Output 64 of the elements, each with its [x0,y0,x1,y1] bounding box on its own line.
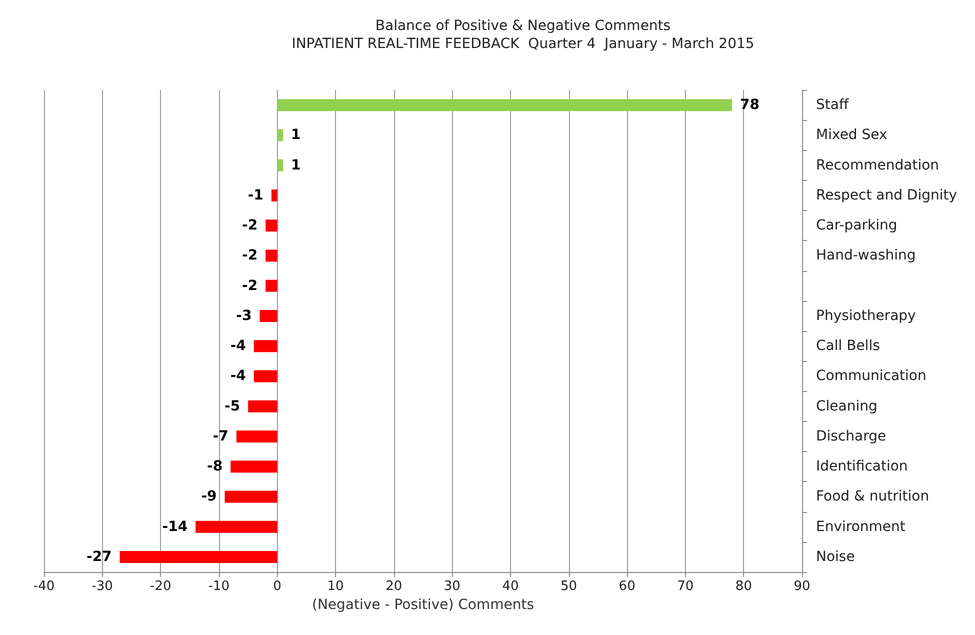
y-tick-label: Environment [816,518,906,535]
bar [254,340,278,352]
bar [248,400,278,412]
data-label: -14 [162,518,188,535]
data-label: -5 [224,398,240,414]
bar [277,129,284,142]
data-label: 78 [740,97,760,114]
x-tick-label: 30 [444,579,460,594]
bar [120,550,278,563]
x-tick-label: -40 [33,579,55,594]
x-tick-label: 70 [677,579,694,594]
bar [271,189,278,202]
y-tick-label: Cleaning [816,398,878,414]
y-tick-label: Identification [816,458,908,475]
y-tick-label: Respect and Dignity [816,187,958,204]
y-tick-label: Food & nutrition [816,488,930,505]
data-label: 1 [291,157,301,174]
data-label: 1 [291,127,301,144]
chart-subtitle: INPATIENT REAL-TIME FEEDBACK Quarter 4 January - March 2015 [292,36,754,52]
y-tick-label: Communication [816,368,926,384]
data-label: -9 [201,488,217,505]
bar [266,250,278,262]
data-label: -2 [242,248,258,264]
data-label: -4 [230,368,246,384]
bar [277,159,284,172]
x-tick-label: 10 [327,579,344,594]
y-tick-label: Call Bells [816,338,880,354]
data-label: -2 [242,218,258,234]
y-tick-label: Staff [816,97,849,114]
x-axis-title: (Negative - Positive) Comments [312,596,534,613]
y-tick-label: Hand-washing [816,248,916,264]
x-tick-label: 60 [618,579,636,594]
bar [266,220,278,232]
data-label: -3 [236,308,252,324]
bar [266,280,278,292]
data-label: -27 [86,548,112,565]
x-tick-label: -30 [92,579,113,594]
x-tick-label: 20 [386,579,402,594]
bar [230,460,278,473]
data-label: -4 [230,338,246,354]
x-tick-label: 90 [794,579,810,594]
data-label: -7 [212,428,228,444]
y-tick-label: Discharge [816,428,886,444]
bar [260,310,278,322]
y-tick-label: Noise [816,548,855,565]
bar [224,490,278,503]
x-tick-label: 40 [502,579,519,594]
bar [254,370,278,382]
bar [236,430,278,442]
x-tick-label: -20 [150,579,172,594]
data-label: -1 [248,187,264,204]
x-tick-label: 80 [735,579,752,594]
chart-title: Balance of Positive & Negative Comments [375,18,671,34]
bar [277,99,732,112]
y-tick-label: Mixed Sex [816,127,888,144]
y-tick-label: Car-parking [816,218,898,234]
data-label: -8 [207,458,223,475]
data-label: -2 [242,278,258,294]
x-tick-label: 0 [273,579,282,594]
x-tick-label: 50 [560,579,578,594]
bar [196,520,278,533]
y-tick-label: Physiotherapy [816,308,916,324]
y-tick-label: Recommendation [816,157,940,174]
x-tick-label: -10 [208,579,230,594]
